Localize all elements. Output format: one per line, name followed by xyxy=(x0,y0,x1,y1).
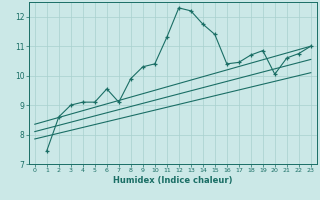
X-axis label: Humidex (Indice chaleur): Humidex (Indice chaleur) xyxy=(113,176,233,185)
